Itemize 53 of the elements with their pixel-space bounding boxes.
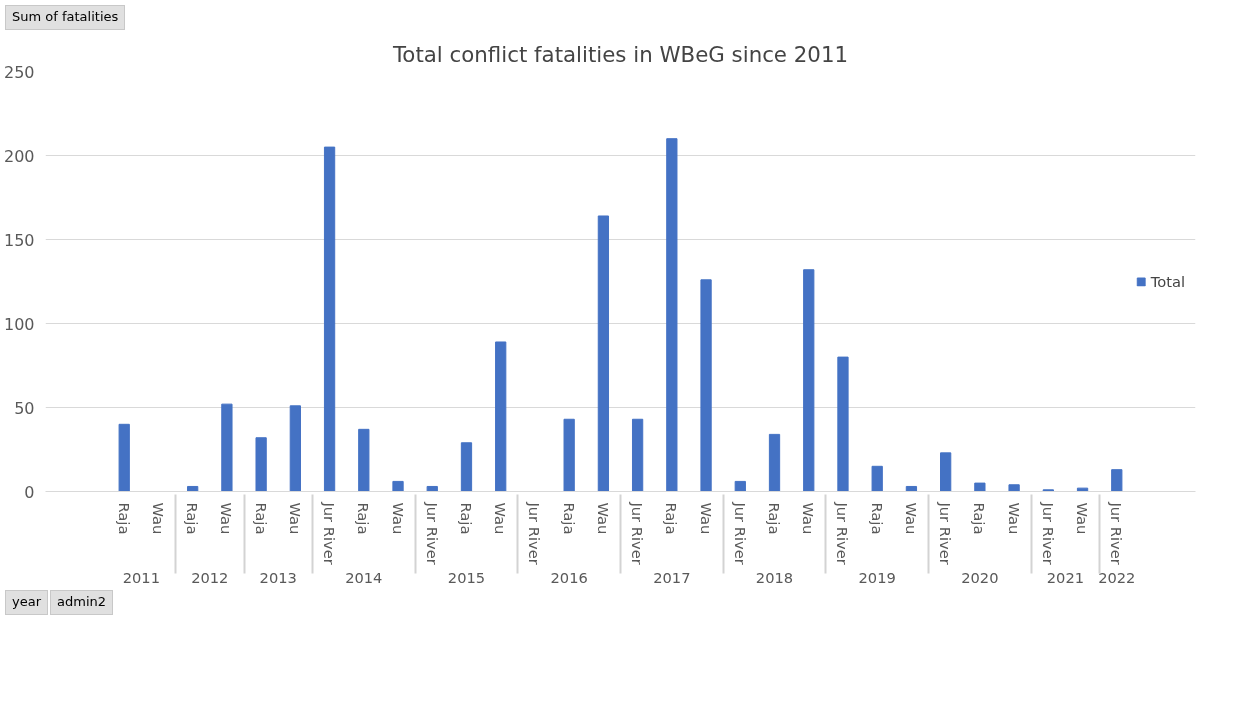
text: 2022 [1098,568,1136,586]
x-tick-label: Wau [389,502,407,535]
text: year [5,590,49,615]
x-tick-label: Jur River [526,501,544,566]
x-tick-label: Wau [218,502,236,535]
x-tick-label: Raja [766,502,784,535]
text: 2020 [961,568,999,586]
x-tick-label: Wau [800,502,818,535]
x-tick-label: Wau [594,502,612,535]
x-tick-label: Jur River [423,501,441,566]
x-tick-label: Jur River [321,501,339,566]
x-tick-label: Jur River [937,501,955,566]
text: 2011 [122,568,160,586]
x-tick-label: Wau [1074,502,1092,535]
x-tick-label: Jur River [834,501,852,566]
text: 2014 [345,568,383,586]
x-tick-label: Raja [355,502,373,535]
text: 2018 [755,568,794,586]
x-tick-label: Wau [286,502,304,535]
x-tick-label: Wau [902,502,920,535]
x-tick-label: Wau [1005,502,1023,535]
y-tick-label: 250 [3,62,35,82]
x-tick-label: Jur River [731,501,749,566]
y-tick-label: 50 [14,398,35,418]
x-tick-label: Raja [560,502,578,535]
legend-label: Total [1150,272,1185,290]
text: Sum of fatalities [5,5,126,30]
x-tick-label: Wau [492,502,510,535]
chart-title: Total conflict fatalities in WBeG since 2011 [391,41,849,67]
x-tick-label: Raja [457,502,475,535]
text: 2021 [1046,568,1085,586]
x-tick-label: Wau [149,502,167,535]
y-tick-label: 200 [3,146,35,166]
x-tick-label: Raja [184,502,202,535]
y-tick-label: 0 [24,482,35,502]
x-tick-label: Raja [252,502,270,535]
x-tick-label: Raja [663,502,681,535]
x-tick-label: Raja [971,502,989,535]
text: admin2 [50,590,114,615]
text: 2017 [653,568,691,586]
text: 2012 [191,568,229,586]
y-tick-label: 100 [3,314,35,334]
x-tick-label: Raja [115,502,133,535]
y-tick-label: 150 [3,230,35,250]
x-tick-label: Jur River [1039,501,1057,566]
text: 2019 [858,568,896,586]
text: 2016 [550,568,588,586]
x-tick-label: Raja [868,502,886,535]
x-tick-label: Jur River [629,501,647,566]
x-tick-label: Jur River [1108,501,1126,566]
text: 2015 [447,568,486,586]
x-tick-label: Wau [697,502,715,535]
text: 2013 [259,568,297,586]
